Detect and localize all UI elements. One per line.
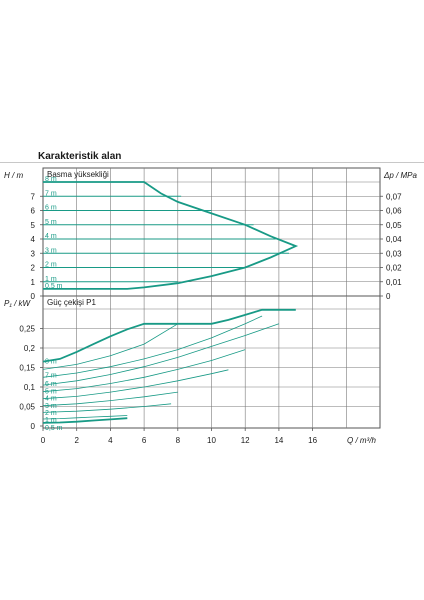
head-y-tick-label: 5 xyxy=(31,221,36,230)
power-panel: 8 m 7 m 6 m5 m4 m3 m2 m1 m0,5 m 0 0,05 0,1 0,… xyxy=(4,295,381,445)
pressure-tick-label: 0 xyxy=(386,292,391,301)
head-y-axis-label: H / m xyxy=(4,171,23,180)
pressure-tick-label: 0,01 xyxy=(386,278,402,287)
flow-x-tick-label: 16 xyxy=(308,436,317,445)
flow-x-tick-labels: 0 2 4 6 8 10 12 14 16 xyxy=(41,428,318,445)
power-level-label: 3 m xyxy=(45,403,57,410)
head-level-label: 6 m xyxy=(45,205,57,212)
head-y-tick-label: 0 xyxy=(31,292,36,301)
pressure-tick-label: 0,07 xyxy=(386,192,402,201)
pressure-tick-labels: 0 0,01 0,02 0,03 0,04 0,05 0,06 0,07 xyxy=(380,192,402,301)
flow-x-tick-label: 4 xyxy=(108,436,113,445)
head-y-tick-label: 7 xyxy=(31,192,36,201)
head-envelope-curve xyxy=(43,181,299,290)
head-y-tick-label: 3 xyxy=(31,249,36,258)
power-curve xyxy=(42,369,229,400)
power-level-label: 1 m xyxy=(45,417,57,424)
power-curve xyxy=(42,391,178,407)
power-level-label: 5 m xyxy=(45,389,57,396)
head-level-label: 5 m xyxy=(45,219,57,226)
power-level-labels: 8 m 7 m 6 m5 m4 m3 m2 m1 m0,5 m xyxy=(45,359,63,432)
power-curve xyxy=(42,315,263,378)
head-panel-title: Basma yüksekliği xyxy=(47,170,109,179)
power-level-label: 0,5 m xyxy=(45,425,63,432)
power-level-label: 4 m xyxy=(45,396,57,403)
head-level-label: 1 m xyxy=(45,276,57,283)
chart-title: Karakteristik alan xyxy=(38,151,122,162)
power-curve xyxy=(42,349,246,393)
power-y-tick-label: 0,1 xyxy=(24,383,36,392)
header-divider xyxy=(0,162,424,163)
power-curve xyxy=(42,415,128,420)
power-y-tick-label: 0,05 xyxy=(19,403,35,412)
pressure-tick-label: 0,05 xyxy=(386,221,402,230)
head-level-label: 2 m xyxy=(45,262,57,269)
power-curves xyxy=(42,308,296,424)
flow-x-tick-label: 6 xyxy=(142,436,147,445)
power-level-label: 8 m xyxy=(45,359,57,366)
head-level-lines xyxy=(43,195,290,283)
head-y-tick-label: 4 xyxy=(31,235,36,244)
pressure-axis-label: Δp / MPa xyxy=(383,171,417,180)
pressure-tick-label: 0,04 xyxy=(386,235,402,244)
head-level-label: 4 m xyxy=(45,233,57,240)
head-level-label: 7 m xyxy=(45,190,57,197)
pressure-tick-label: 0,06 xyxy=(386,207,402,216)
pressure-tick-label: 0,02 xyxy=(386,264,402,273)
flow-x-tick-label: 14 xyxy=(274,436,283,445)
power-y-tick-label: 0,25 xyxy=(19,325,35,334)
power-curve xyxy=(42,323,280,386)
head-y-tick-label: 2 xyxy=(31,264,36,273)
head-level-label: 8 m xyxy=(45,176,57,183)
power-curve xyxy=(42,403,172,413)
power-level-label: 2 m xyxy=(45,410,57,417)
head-level-label: 3 m xyxy=(45,247,57,254)
power-y-axis-label: P₁ / kW xyxy=(4,299,32,308)
pressure-tick-label: 0,03 xyxy=(386,249,402,258)
head-y-tick-labels: 0 1 2 3 4 5 6 7 xyxy=(31,192,43,301)
head-y-tick-label: 1 xyxy=(31,278,36,287)
flow-x-tick-label: 0 xyxy=(41,436,46,445)
power-y-tick-labels: 0 0,05 0,1 0,15 0,2 0,25 xyxy=(19,325,43,431)
head-level-labels: 8 m 7 m 6 m 5 m 4 m 3 m 2 m 1 m0,5 m xyxy=(45,176,63,290)
flow-x-tick-label: 12 xyxy=(241,436,250,445)
power-curve xyxy=(42,323,179,370)
power-y-tick-label: 0,15 xyxy=(19,364,35,373)
flow-x-tick-label: 8 xyxy=(176,436,181,445)
flow-x-tick-label: 2 xyxy=(74,436,79,445)
flow-x-axis-label: Q / m³/h xyxy=(347,436,376,445)
power-curve xyxy=(42,417,128,424)
power-gridlines xyxy=(43,296,380,428)
flow-x-tick-label: 10 xyxy=(207,436,216,445)
head-level-label: 0,5 m xyxy=(45,283,63,290)
power-panel-title: Güç çekişi P1 xyxy=(47,298,96,307)
power-level-label: 6 m xyxy=(45,381,57,388)
power-y-tick-label: 0,2 xyxy=(24,344,36,353)
power-y-tick-label: 0 xyxy=(31,422,36,431)
power-level-label: 7 m xyxy=(45,372,57,379)
head-y-tick-label: 6 xyxy=(31,207,36,216)
power-curve xyxy=(42,308,296,363)
head-panel: 8 m 7 m 6 m 5 m 4 m 3 m 2 m 1 m0,5 m 0 1 2 3 4 5 6 7 0… xyxy=(4,167,417,301)
